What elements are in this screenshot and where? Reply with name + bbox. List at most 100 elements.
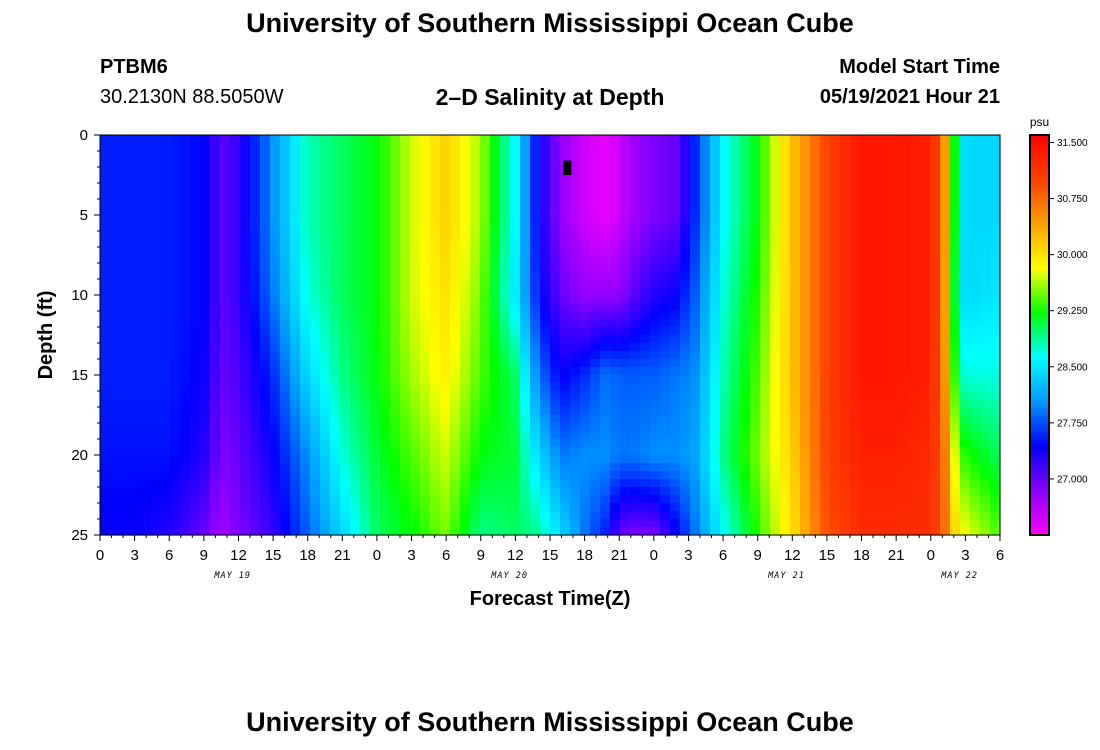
heatmap-cell: [260, 335, 271, 344]
heatmap-cell: [550, 511, 561, 520]
heatmap-cell: [820, 231, 831, 240]
heatmap-cell: [220, 351, 231, 360]
heatmap-cell: [360, 191, 371, 200]
heatmap-cell: [510, 175, 521, 184]
heatmap-cell: [370, 431, 381, 440]
heatmap-cell: [290, 327, 301, 336]
heatmap-cell: [470, 263, 481, 272]
heatmap-cell: [590, 319, 601, 328]
heatmap-cell: [690, 143, 701, 152]
heatmap-cell: [310, 431, 321, 440]
heatmap-cell: [920, 415, 931, 424]
heatmap-cell: [450, 183, 461, 192]
heatmap-cell: [860, 287, 871, 296]
heatmap-cell: [240, 439, 251, 448]
heatmap-cell: [480, 143, 491, 152]
heatmap-cell: [450, 207, 461, 216]
heatmap-cell: [140, 295, 151, 304]
heatmap-cell: [320, 271, 331, 280]
heatmap-cell: [420, 279, 431, 288]
heatmap-cell: [690, 503, 701, 512]
heatmap-cell: [400, 447, 411, 456]
heatmap-cell: [140, 455, 151, 464]
heatmap-cell: [820, 191, 831, 200]
heatmap-cell: [900, 343, 911, 352]
heatmap-cell: [230, 143, 241, 152]
heatmap-cell: [490, 335, 501, 344]
heatmap-cell: [120, 495, 131, 504]
heatmap-cell: [210, 143, 221, 152]
heatmap-cell: [640, 183, 651, 192]
heatmap-cell: [110, 487, 121, 496]
heatmap-cell: [410, 231, 421, 240]
heatmap-cell: [330, 367, 341, 376]
heatmap-cell: [100, 319, 111, 328]
heatmap-cell: [660, 463, 671, 472]
heatmap-cell: [800, 319, 811, 328]
heatmap-cell: [230, 215, 241, 224]
heatmap-cell: [510, 135, 521, 144]
heatmap-cell: [100, 359, 111, 368]
heatmap-cell: [230, 383, 241, 392]
heatmap-cell: [330, 447, 341, 456]
heatmap-cell: [140, 239, 151, 248]
heatmap-cell: [620, 239, 631, 248]
heatmap-cell: [490, 151, 501, 160]
heatmap-cell: [310, 199, 321, 208]
heatmap-cell: [790, 143, 801, 152]
heatmap-cell: [440, 135, 451, 144]
heatmap-cell: [860, 303, 871, 312]
heatmap-cell: [270, 311, 281, 320]
heatmap-cell: [940, 463, 951, 472]
heatmap-cell: [780, 263, 791, 272]
heatmap-cell: [800, 191, 811, 200]
heatmap-cell: [850, 191, 861, 200]
heatmap-cell: [510, 487, 521, 496]
heatmap-cell: [290, 375, 301, 384]
heatmap-cell: [750, 455, 761, 464]
heatmap-cell: [910, 527, 921, 536]
heatmap-cell: [980, 487, 991, 496]
heatmap-cell: [100, 255, 111, 264]
heatmap-cell: [880, 383, 891, 392]
heatmap-cell: [980, 151, 991, 160]
heatmap-cell: [960, 183, 971, 192]
heatmap-cell: [680, 407, 691, 416]
heatmap-cell: [790, 471, 801, 480]
heatmap-cell: [800, 271, 811, 280]
heatmap-cell: [430, 143, 441, 152]
heatmap-cell: [630, 439, 641, 448]
heatmap-cell: [220, 183, 231, 192]
heatmap-cell: [210, 159, 221, 168]
heatmap-cell: [370, 263, 381, 272]
heatmap-cell: [500, 319, 511, 328]
heatmap-cell: [710, 431, 721, 440]
heatmap-cell: [240, 479, 251, 488]
heatmap-cell: [550, 311, 561, 320]
heatmap-cell: [520, 319, 531, 328]
heatmap-cell: [590, 487, 601, 496]
heatmap-cell: [130, 175, 141, 184]
heatmap-cell: [230, 311, 241, 320]
heatmap-cell: [570, 431, 581, 440]
heatmap-cell: [110, 255, 121, 264]
heatmap-cell: [980, 519, 991, 528]
heatmap-cell: [650, 247, 661, 256]
heatmap-cell: [620, 311, 631, 320]
heatmap-cell: [800, 479, 811, 488]
heatmap-cell: [320, 143, 331, 152]
heatmap-cell: [790, 327, 801, 336]
heatmap-cell: [640, 231, 651, 240]
heatmap-cell: [280, 343, 291, 352]
heatmap-cell: [170, 271, 181, 280]
heatmap-cell: [810, 263, 821, 272]
heatmap-cell: [940, 399, 951, 408]
heatmap-cell: [780, 287, 791, 296]
heatmap-cell: [550, 423, 561, 432]
heatmap-cell: [440, 399, 451, 408]
heatmap-cell: [650, 471, 661, 480]
heatmap-cell: [570, 183, 581, 192]
heatmap-cell: [420, 351, 431, 360]
heatmap-cell: [550, 335, 561, 344]
heatmap-cell: [750, 519, 761, 528]
